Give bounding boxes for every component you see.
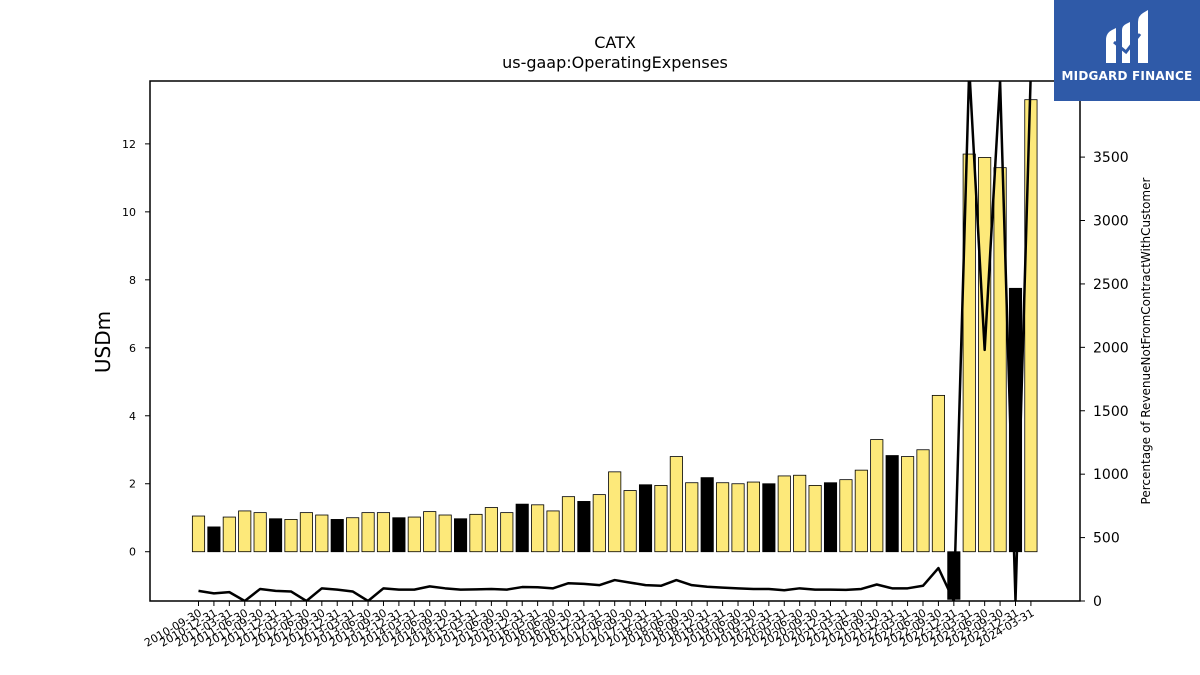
bar [962, 153, 976, 553]
bar [669, 456, 683, 553]
bar [315, 514, 329, 553]
y2-tick-label: 3500 [1093, 150, 1129, 166]
bar [454, 518, 468, 553]
y2-tick-label: 1500 [1093, 404, 1129, 420]
bar [839, 479, 853, 553]
y2-tick-label: 500 [1093, 531, 1120, 547]
bar [746, 481, 760, 553]
bar [515, 503, 529, 553]
bar [269, 518, 283, 553]
bar [978, 157, 992, 553]
brand-logo: MIDGARD FINANCE [1054, 0, 1200, 101]
bar [854, 469, 868, 553]
bar [577, 501, 591, 553]
bar [1024, 99, 1038, 553]
bar [638, 484, 653, 553]
y2-tick-label: 2000 [1093, 340, 1129, 356]
bar [901, 456, 915, 553]
bar [500, 512, 514, 553]
bar [392, 517, 406, 553]
bar [469, 513, 483, 553]
bar [361, 512, 375, 553]
logo-text: MIDGARD FINANCE [1061, 69, 1193, 83]
bar [762, 483, 776, 553]
bar [870, 439, 884, 553]
bar [685, 482, 699, 553]
bar [731, 483, 745, 553]
bar [916, 449, 930, 553]
bar [592, 494, 606, 553]
bar [623, 490, 637, 553]
y-tick-label: 10 [122, 206, 136, 219]
bar [207, 526, 221, 553]
y-tick-label: 8 [129, 274, 136, 287]
y2-tick-label: 0 [1093, 594, 1102, 610]
y2-tick-label: 1000 [1093, 467, 1129, 483]
bar [546, 510, 560, 553]
y2-axis-label: Percentage of RevenueNotFromContractWith… [1139, 178, 1153, 505]
bar [993, 167, 1007, 553]
bar [484, 507, 498, 553]
y-axis-label: USDm [91, 311, 115, 373]
series-group [191, 81, 1038, 601]
bar [793, 474, 807, 553]
bar [885, 455, 899, 553]
bar [376, 512, 391, 553]
y-tick-label: 2 [129, 478, 136, 491]
chart-subtitle: us-gaap:OperatingExpenses [502, 53, 728, 72]
plot-area: 0246810120500100015002000250030003500201… [122, 81, 1129, 650]
bar [253, 512, 267, 553]
bar [438, 514, 452, 553]
bar [191, 515, 206, 553]
bar [407, 516, 421, 553]
bar [608, 471, 622, 553]
y2-tick-label: 3000 [1093, 214, 1129, 230]
bar [423, 511, 437, 553]
bar [823, 482, 838, 553]
logo-mark-icon [1106, 10, 1148, 63]
chart-title: CATX [594, 33, 636, 52]
bar [808, 485, 822, 553]
bar [238, 510, 252, 553]
bar [777, 475, 791, 553]
bar [700, 477, 714, 553]
bar [222, 516, 236, 553]
bar [284, 519, 298, 553]
y2-tick-label: 2500 [1093, 277, 1129, 293]
series-line [198, 81, 1032, 601]
y-tick-label: 6 [129, 342, 136, 355]
plot-frame [149, 80, 1081, 602]
bar [561, 496, 576, 553]
y-tick-label: 0 [129, 546, 136, 559]
bar [346, 517, 360, 553]
bar [299, 512, 313, 553]
y-tick-label: 12 [122, 138, 136, 151]
bar [654, 485, 668, 553]
bar [716, 482, 730, 553]
bar [531, 504, 545, 553]
bar [931, 394, 945, 553]
y-tick-label: 4 [129, 410, 136, 423]
bar [330, 519, 344, 553]
